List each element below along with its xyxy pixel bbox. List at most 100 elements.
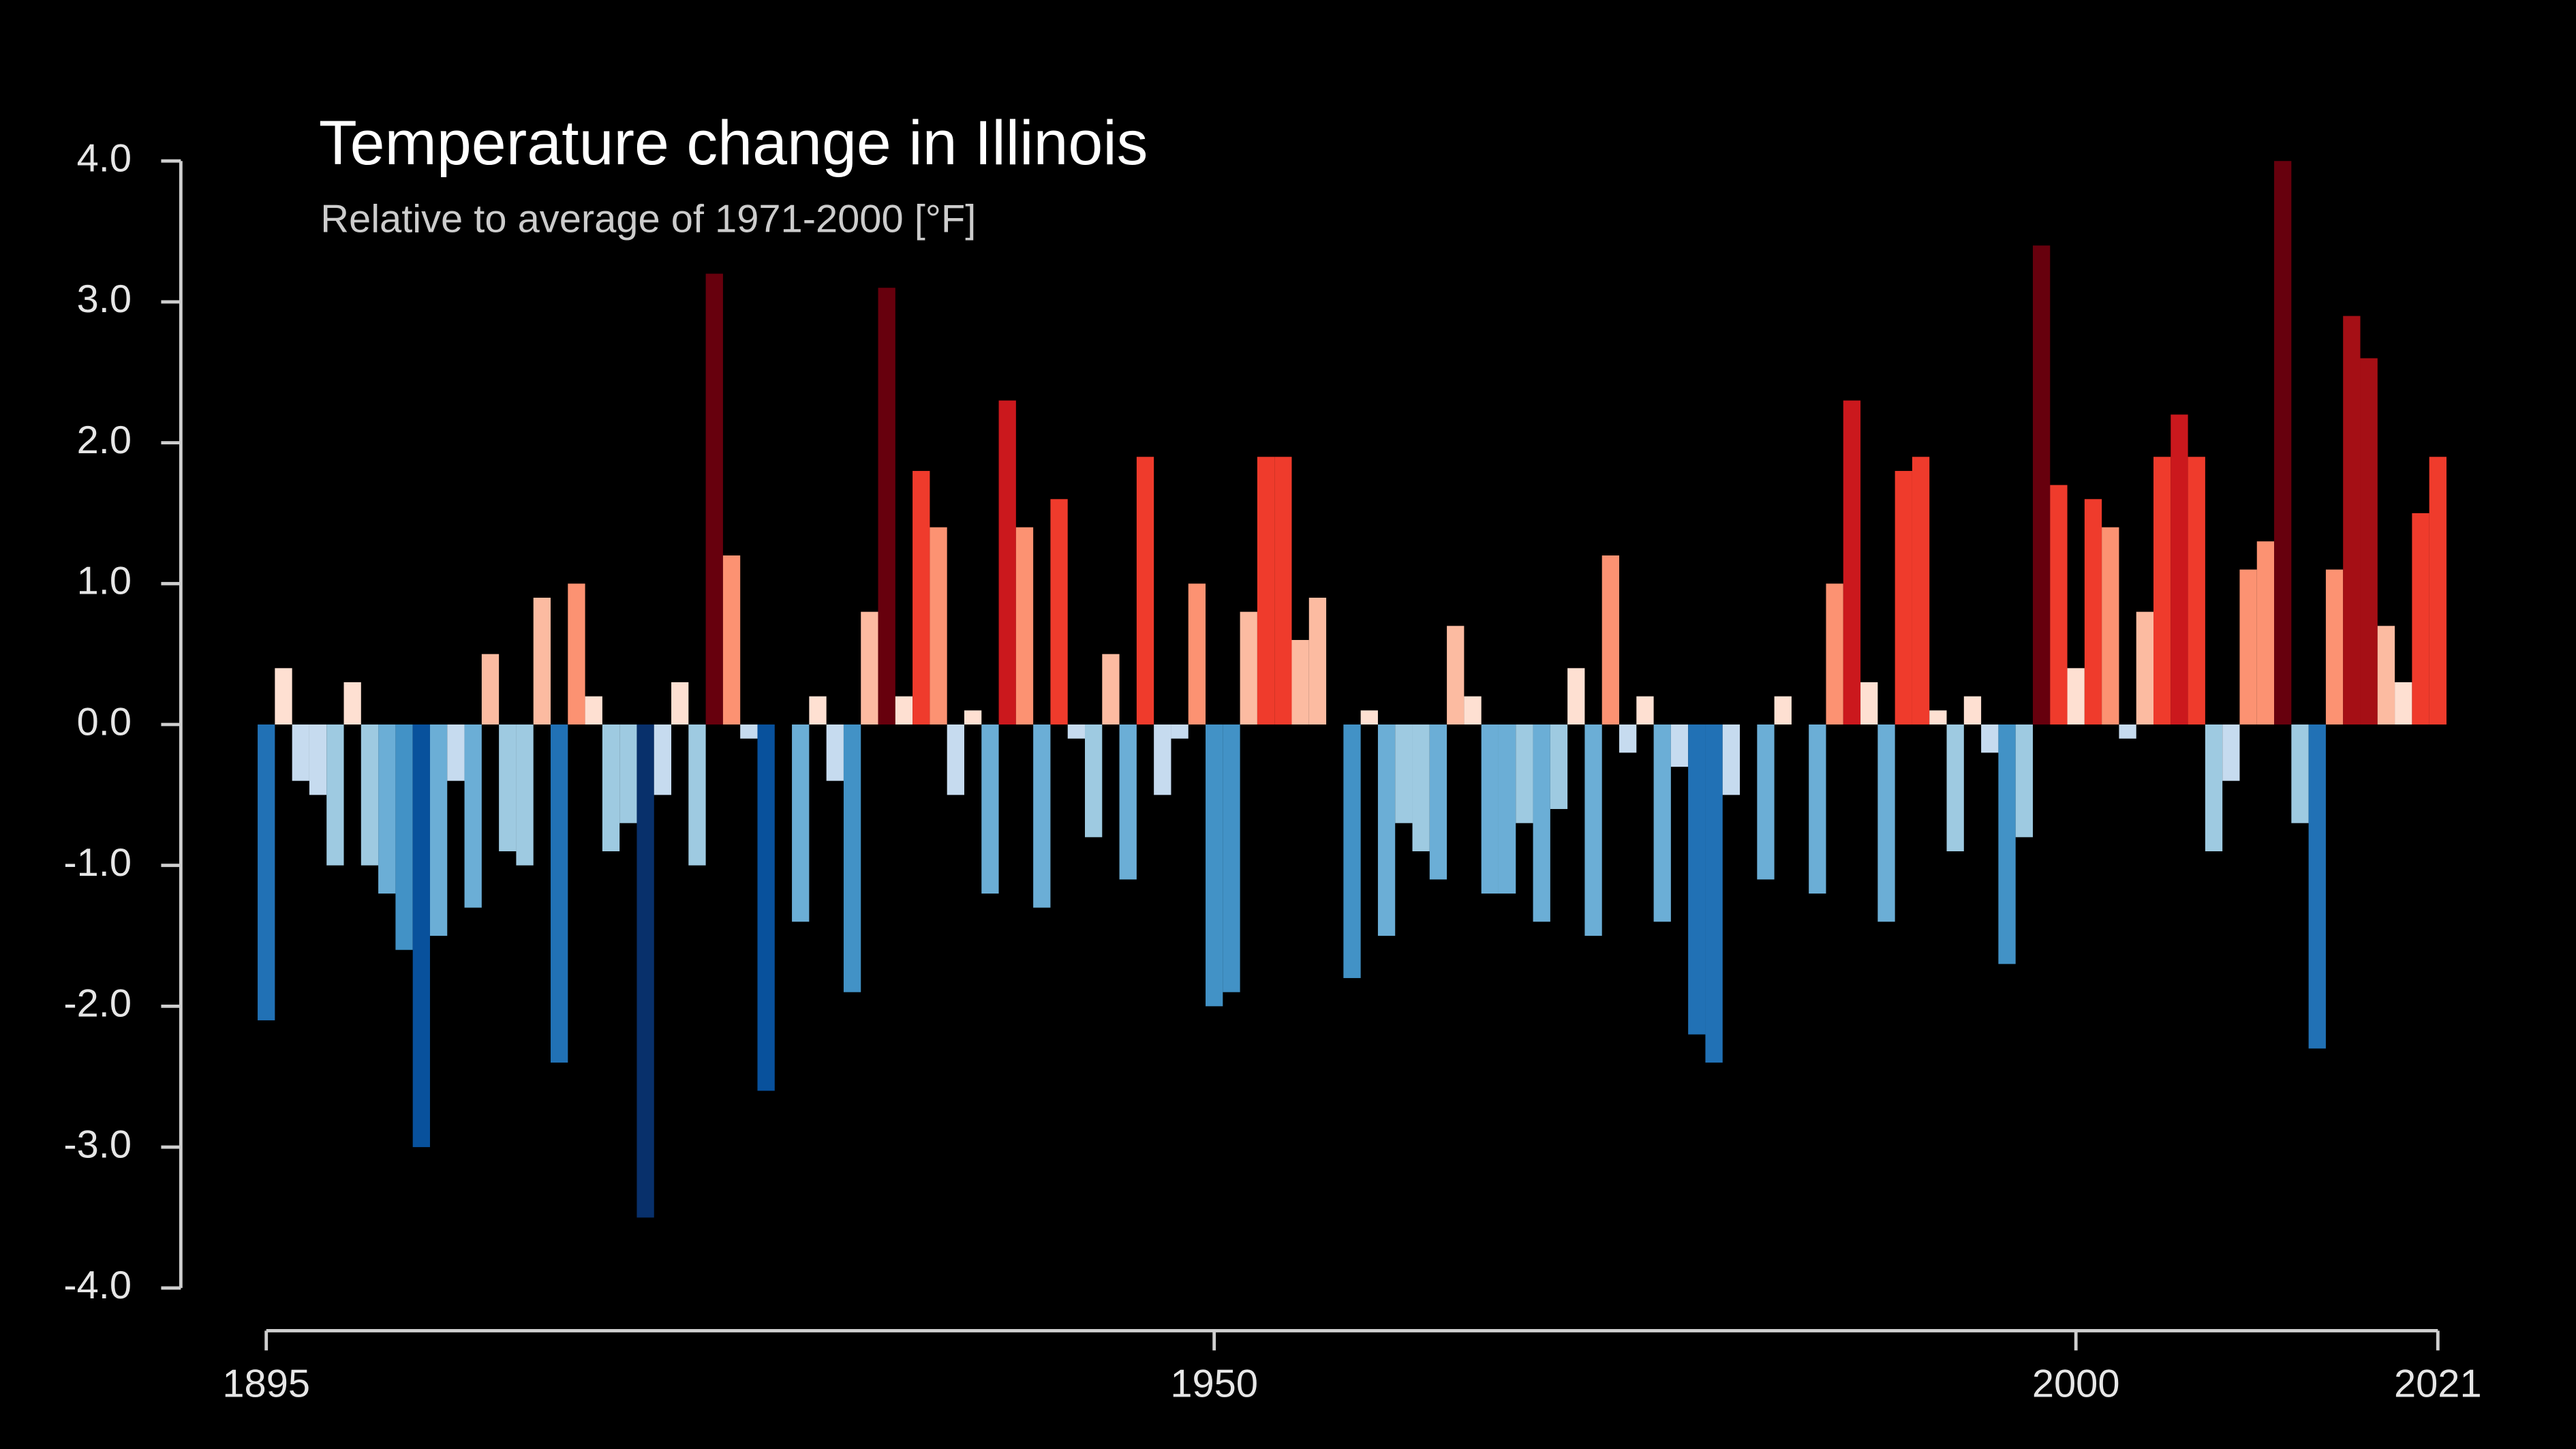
bar	[1705, 724, 1723, 1063]
bar	[2102, 527, 2119, 724]
bar	[516, 724, 534, 866]
bar	[964, 710, 982, 724]
bar	[1584, 724, 1602, 936]
bar	[1946, 724, 1964, 852]
bar	[722, 555, 741, 724]
bar	[1809, 724, 1826, 894]
bar	[2171, 414, 2188, 724]
bar	[1447, 626, 1465, 724]
bar	[2153, 457, 2171, 724]
y-tick-label: 3.0	[77, 277, 132, 321]
bar	[2239, 569, 2257, 724]
y-tick-label: -3.0	[63, 1123, 132, 1166]
bar	[1843, 400, 1861, 724]
bar	[378, 724, 396, 894]
bar	[258, 724, 275, 1021]
bar	[2222, 724, 2240, 781]
bar	[757, 724, 775, 1091]
bar	[2291, 724, 2309, 823]
bar	[2325, 569, 2344, 724]
bar	[2395, 682, 2412, 724]
bar	[499, 724, 517, 852]
bar	[1395, 724, 1413, 823]
bar	[1636, 696, 1654, 724]
y-tick-label: 0.0	[77, 700, 132, 744]
bar	[2015, 724, 2033, 838]
bar	[1533, 724, 1550, 922]
bar	[1653, 724, 1671, 922]
bar	[1601, 555, 1620, 724]
bar	[895, 696, 913, 724]
bar	[878, 288, 895, 725]
bar	[2067, 668, 2085, 724]
bar	[740, 724, 758, 739]
bar	[326, 724, 344, 866]
bar	[861, 611, 878, 724]
bar	[1085, 724, 1103, 838]
bar	[705, 273, 723, 725]
bar	[1188, 583, 1206, 724]
bar	[1171, 724, 1189, 739]
bar	[1963, 696, 1982, 724]
bar	[1154, 724, 1171, 795]
bar	[654, 724, 672, 795]
x-tick-label: 2000	[2032, 1362, 2120, 1406]
bar	[1033, 724, 1051, 908]
bar	[1929, 710, 1947, 724]
y-tick-label: -2.0	[63, 982, 132, 1026]
bar	[2050, 485, 2068, 724]
bar	[429, 724, 448, 936]
bar	[1015, 527, 1034, 724]
bar	[930, 527, 947, 724]
bar	[2205, 724, 2223, 852]
bar	[2188, 457, 2205, 724]
bar	[2274, 161, 2292, 724]
y-tick-label: -4.0	[63, 1264, 132, 1307]
x-tick-label: 1895	[222, 1362, 310, 1406]
bar	[1498, 724, 1516, 894]
bar	[602, 724, 620, 852]
bar	[2136, 611, 2154, 724]
bar	[2429, 457, 2447, 724]
bar	[2084, 499, 2102, 724]
bar	[809, 696, 827, 724]
bar	[1912, 457, 1930, 724]
bar	[1429, 724, 1447, 880]
bar	[1291, 639, 1309, 724]
bar	[481, 654, 500, 724]
bar	[2377, 626, 2395, 724]
bar	[1722, 724, 1741, 795]
bar	[1308, 597, 1327, 724]
bar	[2119, 724, 2136, 739]
bar	[2256, 541, 2275, 724]
bar	[1481, 724, 1499, 894]
bar	[1877, 724, 1895, 922]
bar	[1516, 724, 1533, 823]
bar	[1050, 499, 1068, 724]
bar	[947, 724, 964, 795]
bar	[1257, 457, 1275, 724]
bar	[533, 597, 551, 724]
bar	[2308, 724, 2326, 1049]
bar	[1360, 710, 1378, 724]
bar	[2360, 358, 2378, 724]
bar	[309, 724, 327, 795]
bar	[1274, 457, 1292, 724]
bar	[1774, 696, 1792, 724]
bar	[1412, 724, 1430, 852]
bar	[1670, 724, 1689, 767]
x-tick-label: 1950	[1170, 1362, 1258, 1406]
bar	[292, 724, 309, 781]
bar	[1860, 682, 1878, 724]
bar	[395, 724, 413, 950]
bar	[1206, 724, 1223, 1007]
bar	[585, 696, 602, 724]
bar	[998, 400, 1016, 724]
bar	[275, 668, 292, 724]
bar	[913, 470, 930, 724]
bar	[1895, 470, 1912, 724]
bar	[1567, 668, 1585, 724]
bar	[619, 724, 637, 823]
bar	[343, 682, 361, 724]
